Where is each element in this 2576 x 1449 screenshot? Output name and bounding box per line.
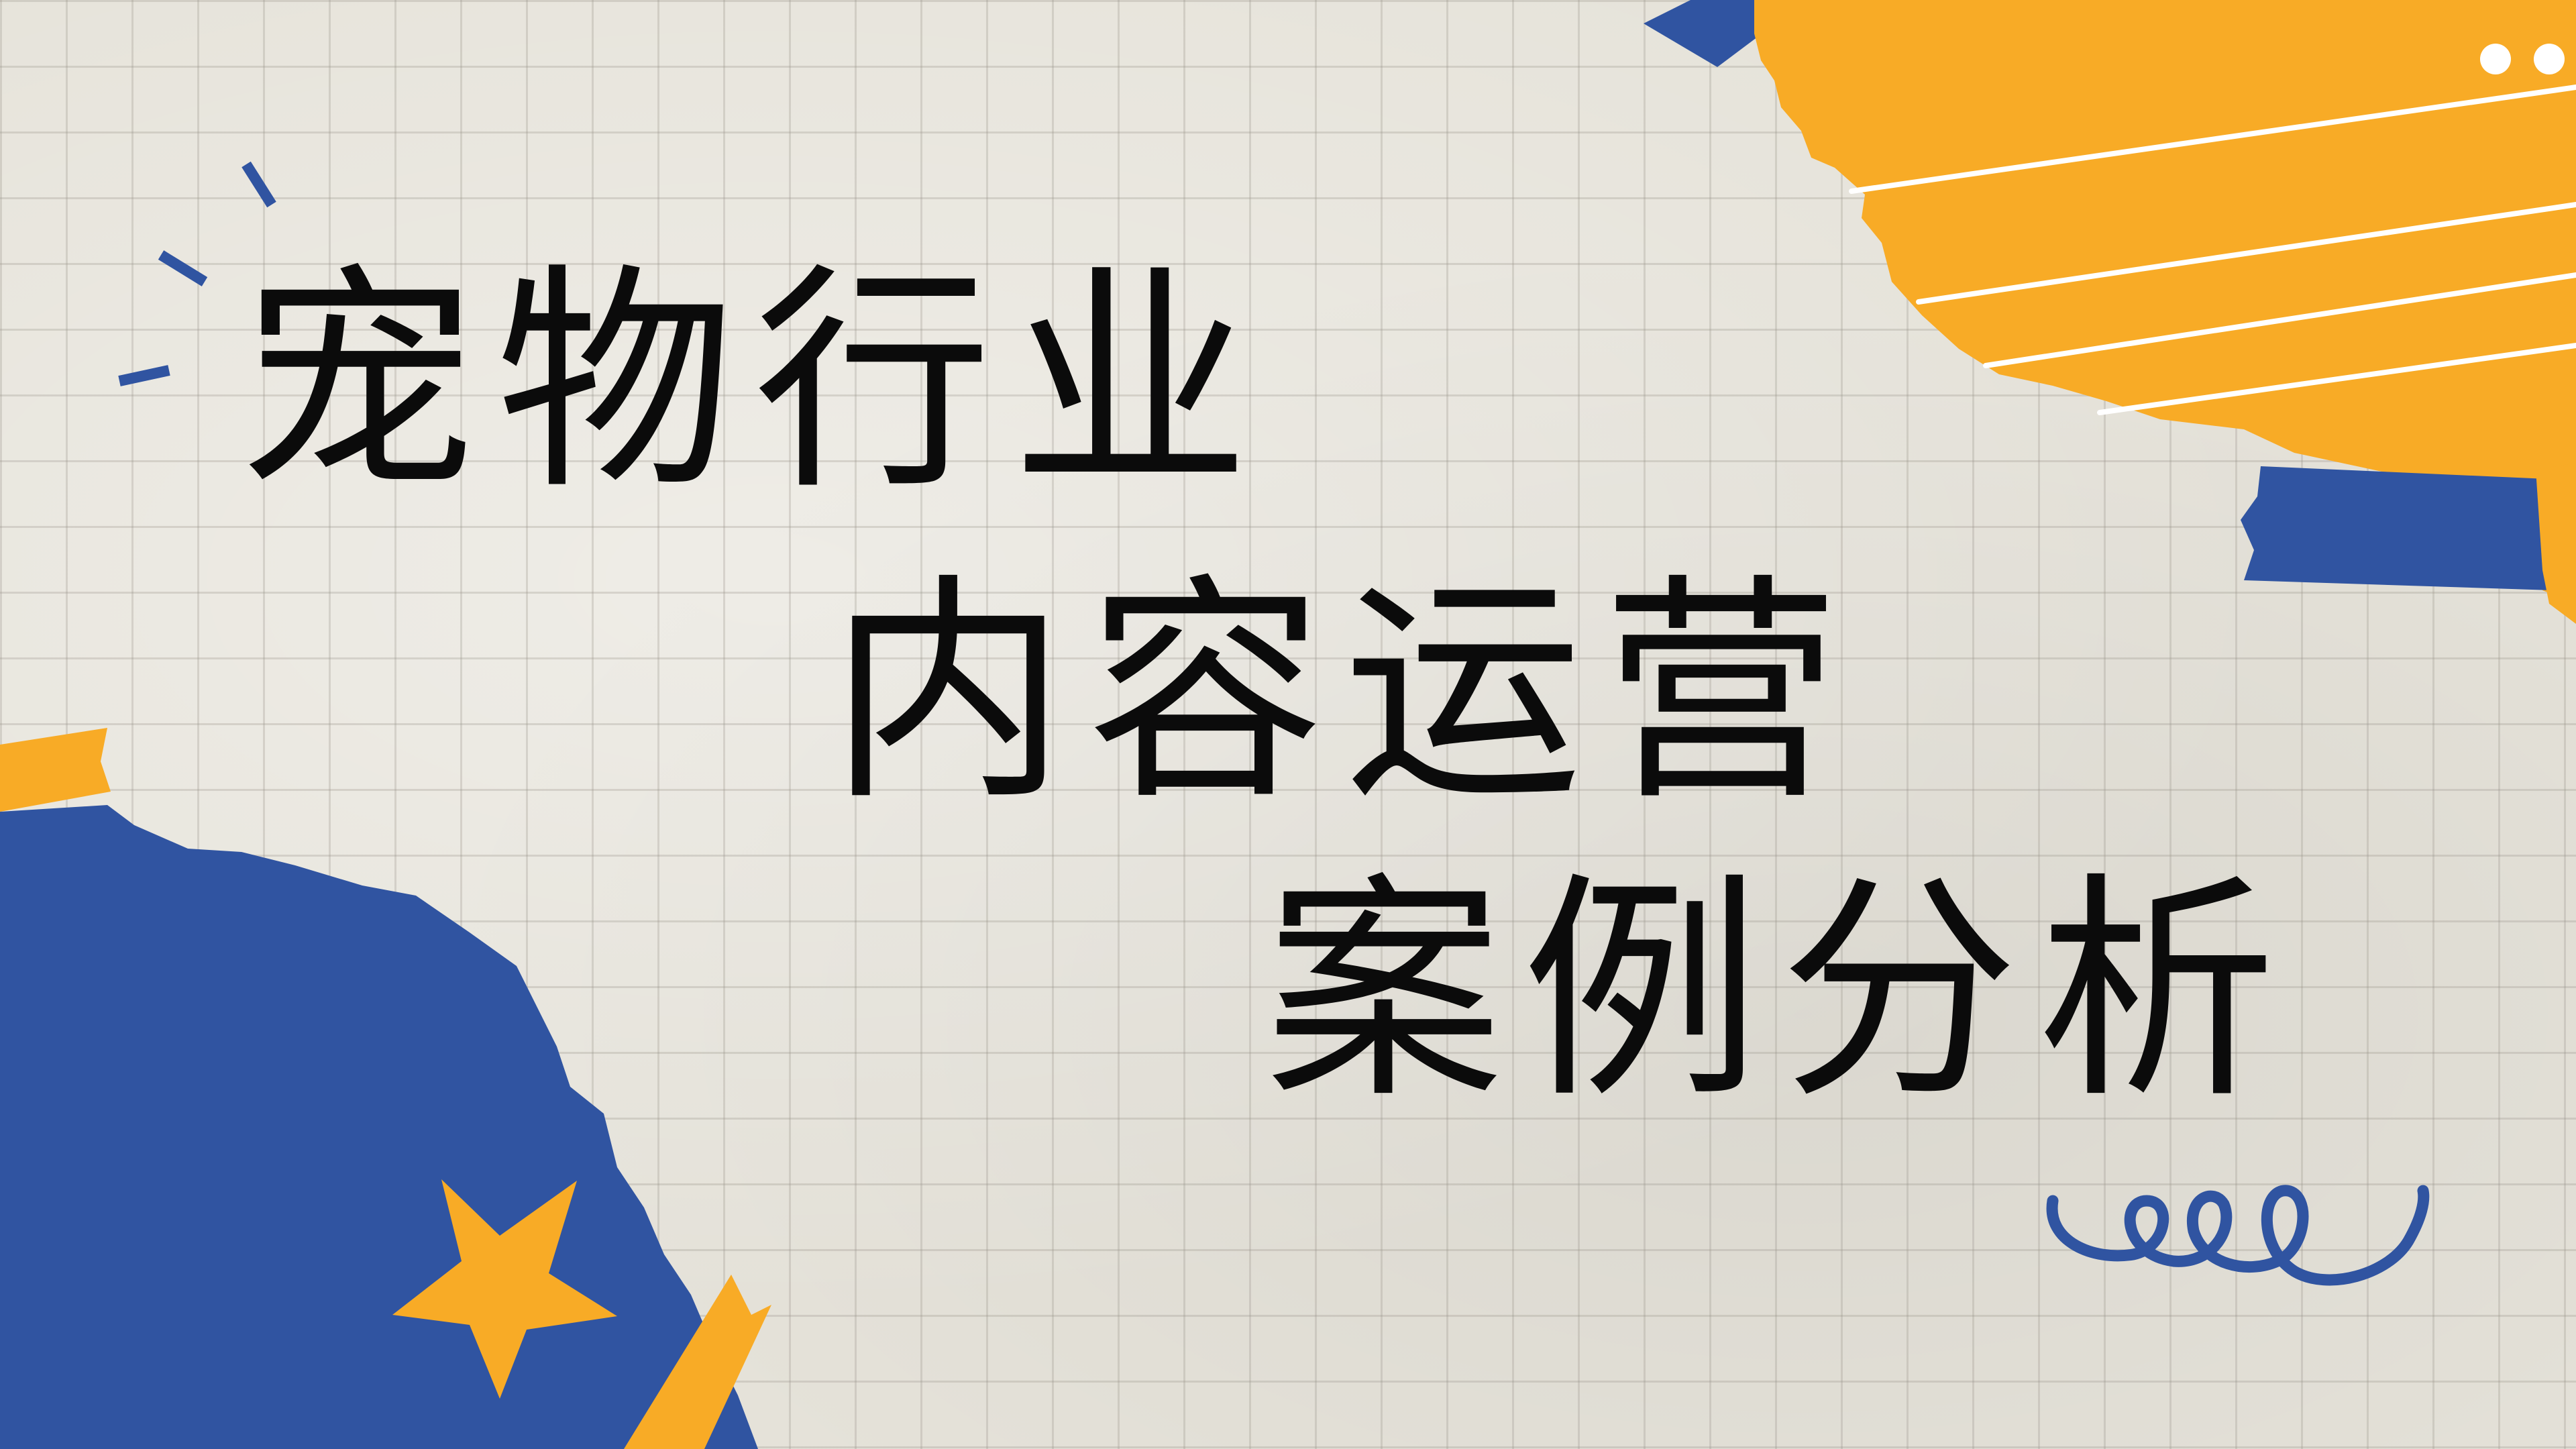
bottom-orange-tape [624,1275,771,1449]
title-line-2: 内容运营 [828,554,1859,832]
left-orange-tape [0,728,111,812]
star-icon [392,1179,617,1399]
top-blue-tape [1644,0,1784,67]
white-stripes [1849,85,2576,415]
right-orange-corner [2536,463,2576,624]
top-right-orange-paper [1754,0,2576,604]
title-line-1: 宠物行业 [238,244,1269,521]
white-dots-icon [2480,44,2565,74]
title-line-3: 案例分析 [1265,853,2295,1130]
bottom-left-blue-paper [0,805,758,1449]
spiral-squiggle-icon [2046,1185,2430,1286]
right-blue-tape [2241,466,2563,590]
sparkle-accent-icon [118,161,276,386]
